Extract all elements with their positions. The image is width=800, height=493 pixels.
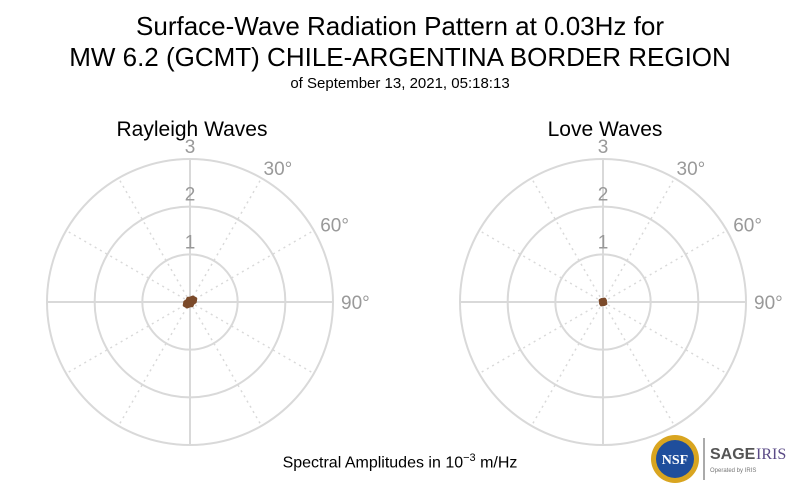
operated-by-text: Operated by IRIS [710,468,756,474]
chart-title-line1: Surface-Wave Radiation Pattern at 0.03Hz… [136,11,664,41]
nsf-sage-iris-logo: NSF SAGE IRIS Operated by IRIS [651,435,786,483]
rayleigh-radial-tick-label: 1 [185,232,196,253]
love-pattern-trace [598,297,608,307]
rayleigh-angle-label: 90° [341,293,370,314]
love-spoke [478,229,604,303]
love-spoke [602,301,676,427]
rayleigh-ring [141,253,239,351]
iris-wordmark: IRIS [756,446,786,463]
rayleigh-panel-title: Rayleigh Waves [116,118,268,141]
caption-prefix: Spectral Amplitudes in 10 [282,454,464,472]
love-ring [459,158,747,446]
amplitude-units-caption: Spectral Amplitudes in 10−3 m/Hz [0,452,800,472]
rayleigh-ring [93,205,287,399]
love-spoke [602,301,728,375]
rayleigh-radial-tick-label: 2 [185,185,196,206]
love-spoke [478,301,604,375]
love-panel-title: Love Waves [547,118,663,141]
rayleigh-pattern-trace [182,295,198,309]
chart-subtitle: of September 13, 2021, 05:18:13 [290,75,510,92]
love-angle-label: 30° [677,159,706,180]
love-radial-tick-label: 2 [598,185,609,206]
love-radial-tick-label: 3 [598,137,609,158]
nsf-seal-text: NSF [662,453,688,468]
caption-exponent: −3 [463,452,476,464]
rayleigh-radial-tick-label: 3 [185,137,196,158]
rayleigh-angle-label: 30° [264,159,293,180]
love-radial-tick-label: 1 [598,232,609,253]
sage-wordmark: SAGE [710,446,756,463]
love-ring [506,205,700,399]
love-ring [554,253,652,351]
nsf-seal-icon: NSF [651,435,699,483]
rayleigh-angle-label: 60° [320,216,349,237]
love-spoke [530,177,604,303]
rayleigh-ring [46,158,334,446]
love-angle-label: 90° [754,293,783,314]
caption-suffix: m/Hz [475,454,518,472]
love-spoke [602,177,676,303]
love-angle-label: 60° [733,216,762,237]
chart-title-line2: MW 6.2 (GCMT) CHILE-ARGENTINA BORDER REG… [69,42,731,72]
love-spoke [530,301,604,427]
love-spoke [602,229,728,303]
